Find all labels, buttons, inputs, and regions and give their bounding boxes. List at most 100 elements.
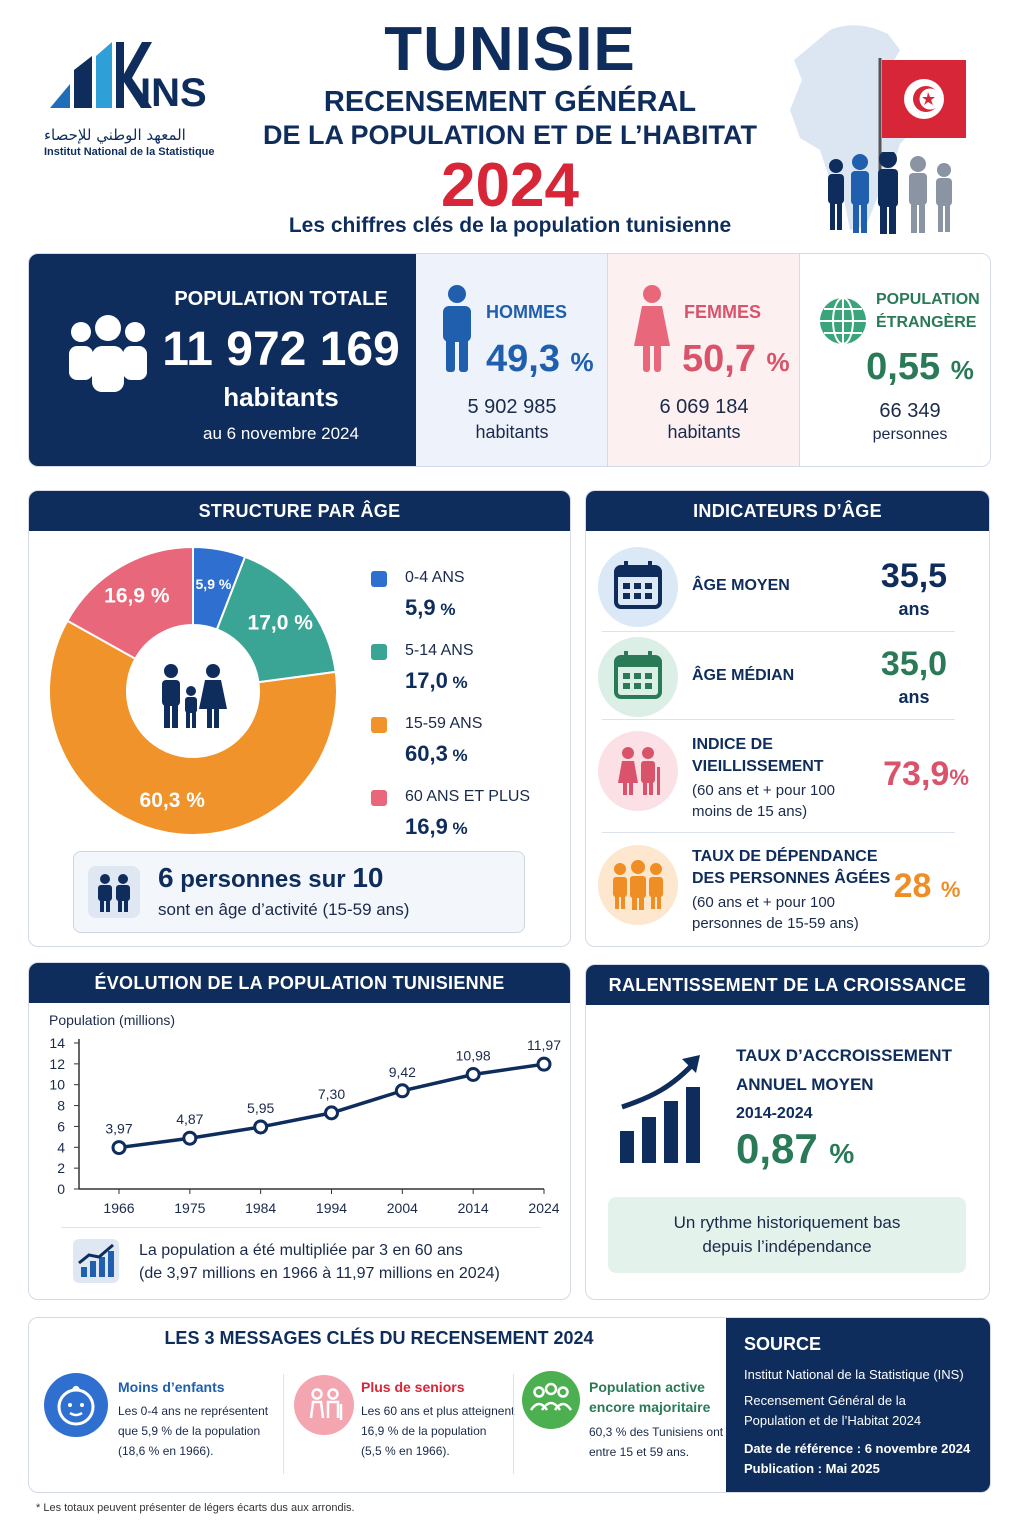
- elderly-icon-circle: [598, 731, 678, 811]
- woman-icon: [634, 285, 670, 372]
- baby-face-icon: [44, 1373, 108, 1437]
- kpi-foreign-pct: 0,55: [866, 346, 941, 388]
- kpi-total-unit: habitants: [223, 382, 339, 412]
- logo-arabic-name: المعهد الوطني للإحصاء: [44, 126, 186, 144]
- x-tick-label: 2024: [528, 1200, 559, 1216]
- age-donut-chart: 5,9 % 17,0 % 60,3 % 16,9 %: [48, 545, 338, 836]
- working-people-icon: [88, 866, 140, 918]
- kpi-women-count: 6 069 184: [659, 396, 749, 418]
- kpi-women-label: FEMMES: [684, 302, 762, 322]
- elderly-couple-icon: [618, 747, 660, 795]
- message-fewer-children-line1: Les 0-4 ans ne représentent: [118, 1404, 269, 1418]
- indicator-separator: [602, 832, 955, 833]
- growth-trend-icon: [620, 1055, 700, 1163]
- legend-value: 16,9 %: [405, 814, 468, 839]
- ins-logo: INS: [44, 36, 224, 161]
- callout-number-six: 6: [158, 862, 174, 893]
- population-point: [465, 1066, 481, 1082]
- globe-icon: [820, 297, 866, 345]
- indicator-dependency-label-line1: TAUX DE DÉPENDANCE: [692, 848, 878, 865]
- x-tick-label: 1984: [245, 1200, 276, 1216]
- legend-item: 0-4 ANS 5,9 %: [371, 563, 561, 636]
- x-tick-label: 2004: [387, 1200, 418, 1216]
- x-tick-label: 1966: [103, 1200, 134, 1216]
- indicator-ageing-note-line1: (60 ans et + pour 100: [692, 782, 836, 799]
- donut-slice-label: 5,9 %: [196, 576, 232, 592]
- indicator-dependency-note-line2: personnes de 15-59 ans): [692, 915, 859, 932]
- legend-label: 60 ANS ET PLUS: [405, 788, 531, 805]
- y-tick-label: 6: [57, 1118, 65, 1134]
- kpi-men-count: 5 902 985: [467, 396, 557, 418]
- message-active-population-title-line2: encore majoritaire: [589, 1399, 711, 1415]
- indicator-ageing-unit: %: [949, 765, 969, 790]
- population-point: [394, 1083, 410, 1099]
- calendar-icon: [614, 561, 662, 609]
- family-icon: [162, 664, 227, 728]
- dependency-group-icon: [613, 860, 663, 910]
- population-point: [111, 1140, 127, 1156]
- x-tick-label: 1994: [316, 1200, 347, 1216]
- age-legend: 0-4 ANS 5,9 % 5-14 ANS 17,0 % 15-59 ANS 60,3 …: [371, 563, 561, 855]
- donut-slice-label: 60,3 %: [140, 789, 206, 812]
- indicator-separator: [602, 631, 955, 632]
- active-population-icon: [522, 1371, 580, 1429]
- source-pub-label: Publication :: [744, 1461, 822, 1476]
- kpi-foreign: POPULATION ÉTRANGÈRE 0,55 % 66 349 perso…: [800, 254, 990, 466]
- evolution-note-line2: (de 3,97 millions en 1966 à 11,97 millio…: [139, 1265, 500, 1282]
- man-icon: [443, 285, 471, 372]
- calendar-green-icon-circle: [598, 637, 678, 717]
- indicator-separator: [602, 719, 955, 720]
- growth-note-line2: depuis l’indépendance: [702, 1237, 872, 1256]
- kpi-women-pct-sign: %: [766, 347, 790, 377]
- indicator-ageing-value: 73,9: [883, 755, 950, 793]
- source-title: SOURCE: [744, 1334, 822, 1354]
- population-point-label: 7,30: [318, 1086, 345, 1102]
- x-tick-label: 2014: [458, 1200, 489, 1216]
- kpi-total-label: POPULATION TOTALE: [174, 288, 388, 310]
- legend-item: 15-59 ANS 60,3 %: [371, 709, 561, 782]
- population-point-label: 9,42: [389, 1064, 416, 1080]
- kpi-women-pct: 50,7: [682, 338, 756, 380]
- y-tick-label: 2: [57, 1160, 65, 1176]
- growth-panel: RALENTISSEMENT DE LA CROISSANCE TAUX D’A…: [585, 964, 990, 1300]
- legend-value: 60,3 %: [405, 741, 468, 766]
- indicator-median-age-unit: ans: [898, 687, 930, 707]
- indicator-median-age-label: ÂGE MÉDIAN: [692, 667, 795, 684]
- y-tick-label: 4: [57, 1139, 65, 1155]
- message-more-seniors-title: Plus de seniors: [361, 1379, 465, 1395]
- population-group-icon: [69, 315, 147, 392]
- kpi-men: HOMMES 49,3 % 5 902 985 habitants: [416, 254, 608, 466]
- population-point: [536, 1056, 552, 1072]
- kpi-total-date: au 6 novembre 2024: [203, 424, 359, 443]
- legend-item: 60 ANS ET PLUS 16,9 %: [371, 782, 561, 855]
- age-structure-panel: STRUCTURE PAR ÂGE 5,9 % 17,0 % 60,3 % 16,9 …: [28, 490, 571, 947]
- message-fewer-children-line2: que 5,9 % de la population: [118, 1424, 261, 1438]
- calendar-icon-circle: [598, 547, 678, 627]
- source-line1: Institut National de la Statistique (INS…: [744, 1367, 964, 1382]
- message-more-seniors-line2: 16,9 % de la population: [361, 1424, 487, 1438]
- source-pub-value: Mai 2025: [825, 1461, 880, 1476]
- evolution-panel: ÉVOLUTION DE LA POPULATION TUNISIENNE Po…: [28, 962, 571, 1300]
- page-tagline: Les chiffres clés de la population tunis…: [288, 214, 732, 237]
- indicator-dependency-label-line2: DES PERSONNES ÂGÉES: [692, 870, 891, 887]
- legend-label: 0-4 ANS: [405, 569, 465, 586]
- evolution-title: ÉVOLUTION DE LA POPULATION TUNISIENNE: [29, 963, 570, 1003]
- legend-value: 5,9 %: [405, 595, 456, 620]
- age-indicators-title: INDICATEURS D’ÂGE: [586, 491, 989, 531]
- legend-swatch: [371, 644, 387, 660]
- kpi-band: POPULATION TOTALE 11 972 169 habitants a…: [28, 253, 991, 467]
- y-tick-label: 10: [49, 1077, 65, 1093]
- population-point: [182, 1130, 198, 1146]
- age-indicators-panel: INDICATEURS D’ÂGE ÂGE MOYEN 35,5 ans ÂGE…: [585, 490, 990, 947]
- growth-chart-icon: [73, 1239, 119, 1283]
- source-ref-value: 6 novembre 2024: [864, 1441, 971, 1456]
- indicator-median-age-value: 35,0: [880, 645, 948, 683]
- kpi-foreign-count: 66 349: [879, 400, 941, 422]
- dependency-icon-circle: [598, 845, 678, 925]
- population-point: [324, 1105, 339, 1121]
- legend-swatch: [371, 790, 387, 806]
- indicator-mean-age-value: 35,5: [880, 557, 948, 595]
- message-active-population-line1: 60,3 % des Tunisiens ont: [589, 1425, 724, 1439]
- page-year: 2024: [441, 151, 579, 220]
- message-active-population-line2: entre 15 et 59 ans.: [589, 1445, 690, 1459]
